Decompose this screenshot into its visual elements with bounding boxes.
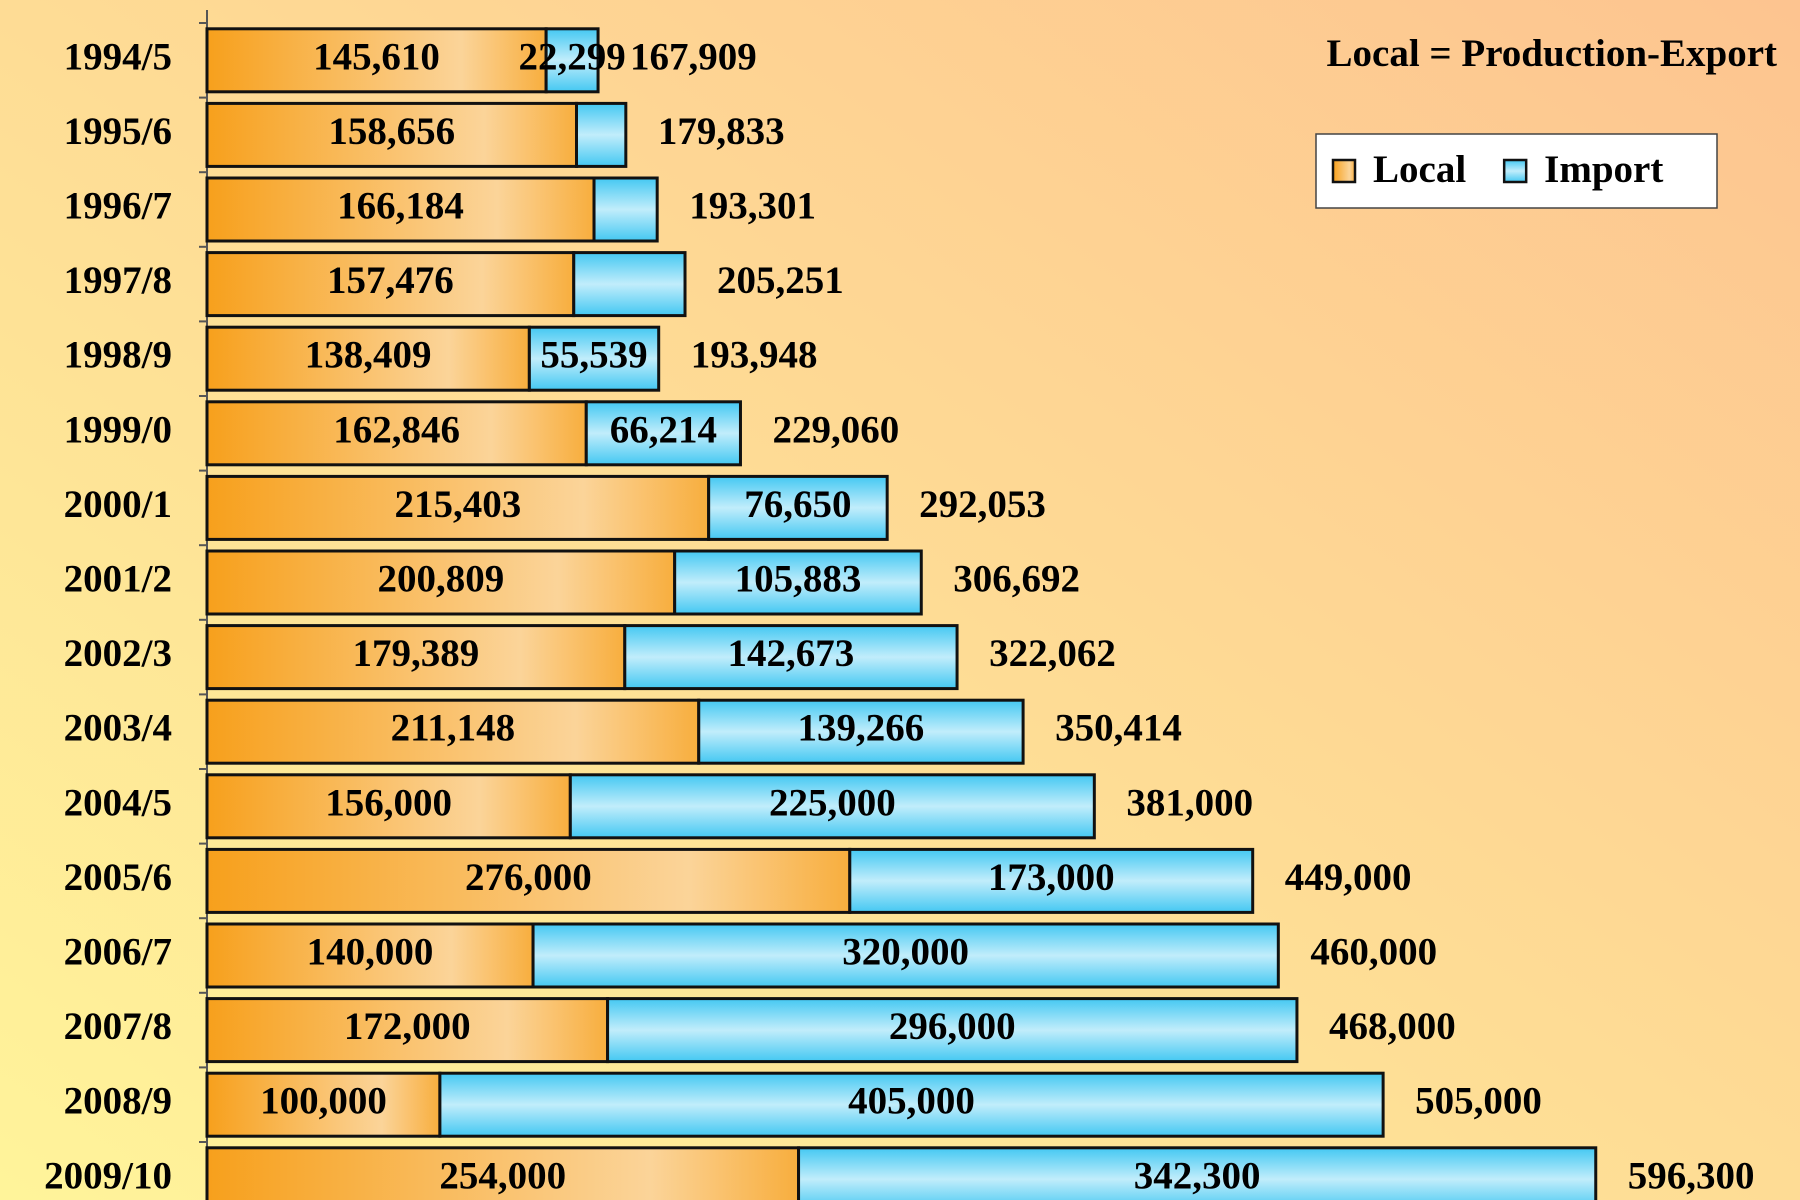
bar-segment bbox=[205, 773, 572, 840]
y-tick-label: 1997/8 bbox=[64, 259, 172, 302]
total-label: 306,692 bbox=[953, 557, 1080, 600]
bar-segment bbox=[572, 251, 687, 318]
bar-segment bbox=[205, 1071, 442, 1138]
bar-segment bbox=[707, 474, 889, 541]
y-tick-label: 2008/9 bbox=[64, 1080, 172, 1123]
bar-segment bbox=[205, 997, 610, 1064]
y-tick-label: 2007/8 bbox=[64, 1005, 172, 1048]
y-tick-label: 2009/10 bbox=[44, 1154, 172, 1197]
y-tick-label: 2002/3 bbox=[64, 632, 172, 675]
data-label: 76,650 bbox=[744, 483, 851, 526]
y-tick-label: 1996/7 bbox=[64, 184, 172, 227]
data-label: 156,000 bbox=[325, 781, 452, 824]
data-label: 405,000 bbox=[848, 1080, 975, 1123]
data-label: 138,409 bbox=[305, 334, 432, 377]
total-label: 179,833 bbox=[658, 110, 785, 153]
bar-segment bbox=[623, 624, 959, 691]
y-tick-label: 2004/5 bbox=[64, 781, 172, 824]
legend-swatch bbox=[1331, 158, 1357, 184]
y-tick-label: 1994/5 bbox=[64, 35, 172, 78]
bar-segment bbox=[205, 847, 852, 914]
y-tick-label: 1998/9 bbox=[64, 334, 172, 377]
y-tick-label: 1995/6 bbox=[64, 110, 172, 153]
data-label: 162,846 bbox=[333, 408, 460, 451]
data-label: 66,214 bbox=[610, 408, 717, 451]
y-tick-label: 2005/6 bbox=[64, 856, 172, 899]
bar-segment bbox=[205, 325, 531, 392]
annotation: Local = Production-Export bbox=[1327, 32, 1778, 75]
data-label: 254,000 bbox=[439, 1154, 566, 1197]
legend: Local Import bbox=[1315, 133, 1718, 209]
y-tick-label: 2000/1 bbox=[64, 483, 172, 526]
data-label: 173,000 bbox=[988, 856, 1115, 899]
data-label: 142,673 bbox=[728, 632, 855, 675]
data-label: 215,403 bbox=[394, 483, 521, 526]
bar-segment bbox=[205, 698, 701, 765]
data-label: 100,000 bbox=[260, 1080, 387, 1123]
data-label: 172,000 bbox=[344, 1005, 471, 1048]
bar-segment bbox=[575, 101, 628, 168]
data-label: 211,148 bbox=[391, 707, 516, 750]
data-label: 342,300 bbox=[1134, 1154, 1261, 1197]
data-label: 139,266 bbox=[798, 707, 925, 750]
bar-segment bbox=[205, 176, 596, 243]
bar-segment bbox=[205, 27, 548, 94]
bar-segment bbox=[527, 325, 661, 392]
data-label: 55,539 bbox=[540, 334, 647, 377]
y-tick-label: 2003/4 bbox=[64, 707, 172, 750]
total-label: 350,414 bbox=[1055, 707, 1182, 750]
data-label: 105,883 bbox=[735, 557, 862, 600]
bar-segment bbox=[848, 847, 1255, 914]
total-label: 596,300 bbox=[1628, 1154, 1755, 1197]
total-label: 505,000 bbox=[1415, 1080, 1542, 1123]
total-label: 205,251 bbox=[717, 259, 844, 302]
data-label: 166,184 bbox=[337, 184, 464, 227]
data-label: 140,000 bbox=[307, 930, 434, 973]
total-label: 460,000 bbox=[1310, 930, 1437, 973]
total-label: 449,000 bbox=[1285, 856, 1412, 899]
bar-segment bbox=[544, 27, 600, 94]
bar-segment bbox=[205, 624, 627, 691]
data-label: 145,610 bbox=[313, 35, 440, 78]
bar-segment bbox=[568, 773, 1096, 840]
total-label: 193,948 bbox=[691, 334, 818, 377]
bar-segment bbox=[438, 1071, 1385, 1138]
bar-segment bbox=[592, 176, 659, 243]
data-label: 158,656 bbox=[328, 110, 455, 153]
y-tick-label: 2001/2 bbox=[64, 557, 172, 600]
total-label: 322,062 bbox=[989, 632, 1116, 675]
bar-segment bbox=[606, 997, 1299, 1064]
total-label: 229,060 bbox=[772, 408, 899, 451]
data-label: 157,476 bbox=[327, 259, 454, 302]
y-tick-label: 2006/7 bbox=[64, 930, 172, 973]
data-label: 200,809 bbox=[377, 557, 504, 600]
bar-segment bbox=[205, 400, 588, 467]
bar-segment bbox=[584, 400, 742, 467]
total-label: 167,909 bbox=[630, 35, 757, 78]
data-label: 22,299 bbox=[518, 35, 625, 78]
data-label: 179,389 bbox=[353, 632, 480, 675]
y-tick-label: 1999/0 bbox=[64, 408, 172, 451]
legend-label: Local bbox=[1373, 148, 1466, 191]
bar-segment bbox=[531, 922, 1280, 989]
bar-segment bbox=[205, 922, 535, 989]
legend-label: Import bbox=[1544, 148, 1663, 191]
bar-segment bbox=[797, 1146, 1598, 1200]
total-label: 193,301 bbox=[689, 184, 816, 227]
legend-swatch bbox=[1502, 158, 1528, 184]
total-label: 468,000 bbox=[1329, 1005, 1456, 1048]
bar-segment bbox=[697, 698, 1025, 765]
total-label: 381,000 bbox=[1126, 781, 1253, 824]
data-label: 225,000 bbox=[769, 781, 896, 824]
total-label: 292,053 bbox=[919, 483, 1046, 526]
bar-segment bbox=[673, 549, 923, 616]
data-label: 276,000 bbox=[465, 856, 592, 899]
data-label: 296,000 bbox=[889, 1005, 1016, 1048]
data-label: 320,000 bbox=[842, 930, 969, 973]
